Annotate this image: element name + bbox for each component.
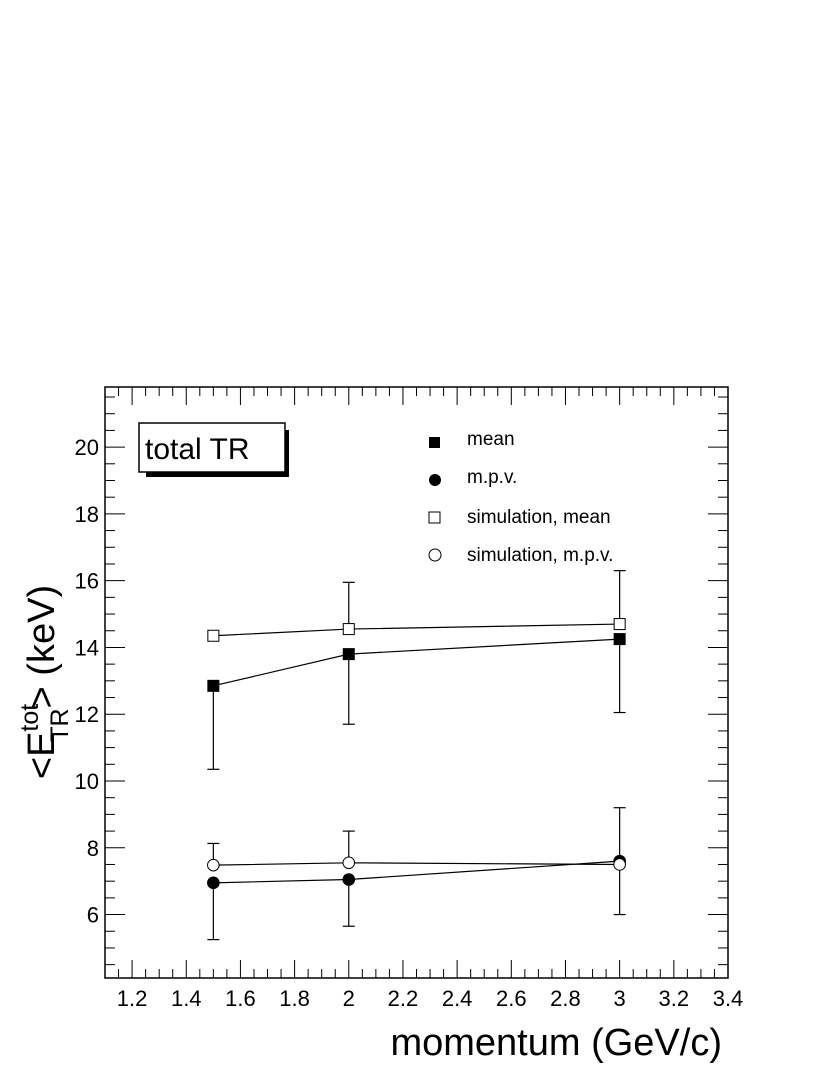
- x-axis-title: momentum (GeV/c): [390, 1022, 722, 1064]
- x-tick-label: 1.2: [117, 986, 148, 1011]
- x-tick-label: 1.4: [171, 986, 202, 1011]
- x-tick-label: 2.8: [550, 986, 581, 1011]
- legend-label-mpv: m.p.v.: [467, 467, 517, 488]
- series-line: [213, 638, 620, 687]
- y-tick-label: 14: [75, 635, 99, 660]
- text-box-label: total TR: [145, 433, 250, 466]
- text-box: total TR: [138, 422, 289, 477]
- data-point: [613, 618, 626, 631]
- data-point: [207, 858, 220, 872]
- legend-label-mean: mean: [467, 429, 515, 450]
- data-point: [342, 623, 355, 636]
- y-tick-label: 18: [75, 502, 99, 527]
- series-layer: [207, 570, 626, 941]
- y-tick-label: 10: [75, 769, 99, 794]
- data-point: [207, 679, 220, 692]
- legend-marker-mpv: [429, 474, 441, 486]
- y-tick-label: 16: [75, 569, 99, 594]
- legend-label-sim-mean: simulation, mean: [467, 507, 611, 528]
- data-point: [207, 629, 220, 642]
- legend-label-sim-mpv: simulation, m.p.v.: [467, 545, 613, 566]
- y-tick-label: 8: [87, 836, 99, 861]
- y-axis-title: <EtotTR> (keV): [16, 585, 74, 779]
- text-box-frame: [138, 422, 286, 473]
- legend: mean m.p.v. simulation, mean simulation,…: [428, 429, 613, 566]
- data-point: [342, 856, 356, 870]
- x-tick-label: 3.2: [659, 986, 690, 1011]
- data-point: [342, 648, 355, 661]
- x-tick-label: 2.2: [388, 986, 419, 1011]
- legend-marker-sim-mean: [428, 511, 441, 524]
- series-2: [207, 570, 626, 642]
- y-tick-labels: 6 8 10 12 14 16 18 20: [75, 435, 99, 927]
- x-tick-label: 2.4: [442, 986, 473, 1011]
- x-tick-label: 1.6: [225, 986, 256, 1011]
- series-line: [213, 623, 620, 637]
- x-tick-label: 3.4: [713, 986, 744, 1011]
- series-0: [207, 633, 626, 770]
- y-tick-label: 20: [75, 435, 99, 460]
- legend-marker-mean: [429, 437, 440, 448]
- x-tick-label: 1.8: [279, 986, 310, 1011]
- y-tick-label: 12: [75, 702, 99, 727]
- legend-marker-sim-mpv: [428, 548, 442, 562]
- data-point: [613, 633, 626, 646]
- series-1: [207, 854, 626, 941]
- y-tick-label: 6: [87, 903, 99, 928]
- y-minor-ticks: [105, 396, 728, 966]
- x-minor-ticks: [104, 387, 729, 978]
- x-tick-label: 2: [343, 986, 355, 1011]
- x-tick-label: 3: [614, 986, 626, 1011]
- data-point: [613, 858, 626, 871]
- data-point: [342, 873, 356, 886]
- data-point: [207, 876, 220, 890]
- x-tick-labels: 1.2 1.4 1.6 1.8 2 2.2 2.4 2.6 2.8 3 3.2 3.4: [117, 986, 744, 1011]
- series-3: [207, 807, 626, 872]
- x-tick-label: 2.6: [496, 986, 527, 1011]
